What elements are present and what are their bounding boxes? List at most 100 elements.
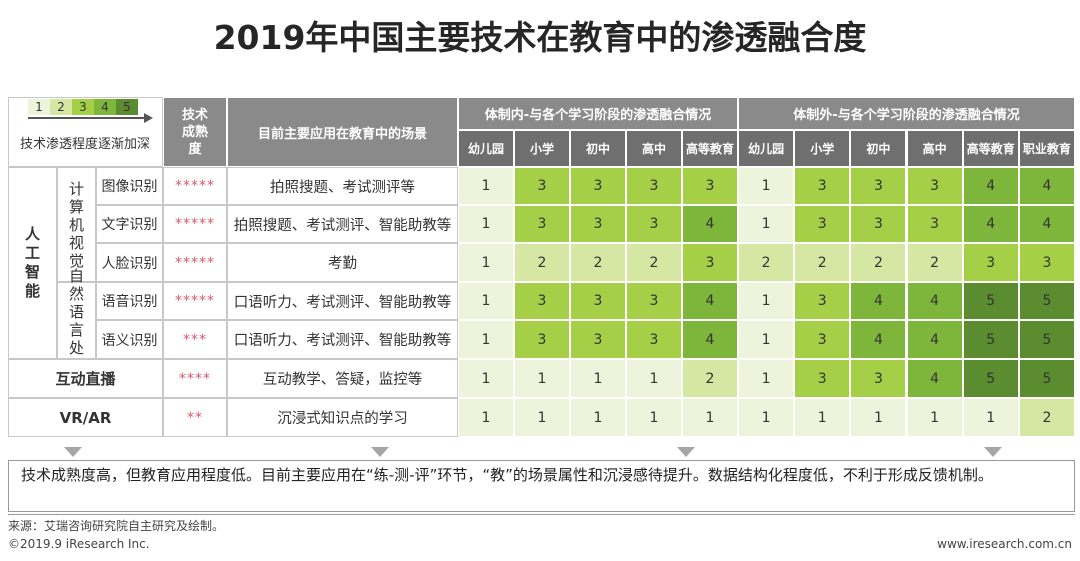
level-cell: 2: [682, 359, 738, 398]
legend-level: 1: [28, 99, 50, 115]
level-cell: 1: [458, 167, 514, 205]
level-cell: 3: [794, 359, 851, 398]
level-cell: 3: [794, 320, 851, 359]
level-cell: 2: [906, 243, 963, 282]
maturity: ***: [163, 320, 227, 359]
source: 来源：艾瑞咨询研究院自主研究及绘制。: [8, 514, 1075, 534]
scene: 口语听力、考试测评、智能助教等: [227, 282, 458, 320]
maturity: *****: [163, 282, 227, 320]
level-cell: 4: [682, 320, 738, 359]
level-cell: 1: [458, 205, 514, 243]
level-cell: 1: [738, 167, 795, 205]
row-name: 互动直播: [8, 359, 163, 398]
legend-label: 技术渗透程度逐渐加深: [20, 136, 151, 152]
level-cell: 4: [962, 167, 1019, 205]
level-cell: 5: [962, 282, 1019, 320]
level-cell: 1: [962, 398, 1019, 437]
level-cell: 3: [514, 167, 570, 205]
level-cell: 5: [962, 359, 1019, 398]
level-cell: 4: [850, 282, 907, 320]
stage-header: 高等教育: [682, 130, 738, 167]
level-cell: 1: [682, 398, 738, 437]
stage-header: 职业教育: [1018, 130, 1075, 167]
level-cell: 1: [738, 205, 795, 243]
pointer: [64, 447, 82, 457]
maturity: *****: [163, 243, 227, 282]
level-cell: 3: [850, 205, 907, 243]
level-cell: 3: [626, 320, 682, 359]
level-cell: 4: [1018, 167, 1075, 205]
level-cell: 1: [458, 243, 514, 282]
stage-header: 幼儿园: [738, 130, 795, 167]
level-cell: 4: [850, 320, 907, 359]
level-cell: 2: [850, 243, 907, 282]
stage-header: 高等教育: [962, 130, 1019, 167]
stage-header: 小学: [514, 130, 570, 167]
subgroup-name: 计算机视觉: [57, 167, 96, 282]
level-cell: 3: [514, 282, 570, 320]
level-cell: 4: [906, 282, 963, 320]
level-cell: 3: [626, 282, 682, 320]
stage-header: 初中: [570, 130, 626, 167]
level-cell: 3: [962, 243, 1019, 282]
row-name: 语义识别: [96, 320, 163, 359]
header-maturity: 技术成熟度: [163, 97, 227, 167]
pointer: [677, 447, 695, 457]
level-cell: 4: [682, 205, 738, 243]
legend-arrow: [28, 117, 146, 119]
subgroup-name: 自然语言处理: [57, 267, 96, 375]
level-cell: 1: [906, 398, 963, 437]
legend-level: 2: [50, 99, 72, 115]
level-cell: 4: [906, 320, 963, 359]
level-cell: 2: [794, 243, 851, 282]
legend-level: 4: [94, 99, 116, 115]
level-cell: 1: [738, 282, 795, 320]
level-cell: 3: [570, 167, 626, 205]
level-cell: 3: [570, 320, 626, 359]
row-name: 文字识别: [96, 205, 163, 243]
copyright: ©2019.9 iResearch Inc.: [8, 537, 150, 551]
scene: 拍照搜题、考试测评、智能助教等: [227, 205, 458, 243]
level-cell: 1: [458, 282, 514, 320]
level-cell: 3: [906, 167, 963, 205]
row-name: 人脸识别: [96, 243, 163, 282]
legend-level: 3: [72, 99, 94, 115]
level-cell: 3: [626, 167, 682, 205]
row-name: 语音识别: [96, 282, 163, 320]
level-cell: 1: [850, 398, 907, 437]
level-cell: 1: [626, 359, 682, 398]
level-cell: 2: [514, 243, 570, 282]
maturity: ****: [163, 359, 227, 398]
level-cell: 3: [794, 205, 851, 243]
level-cell: 3: [570, 282, 626, 320]
scene: 口语听力、考试测评、智能助教等: [227, 320, 458, 359]
level-cell: 1: [514, 359, 570, 398]
level-cell: 1: [458, 398, 514, 437]
maturity: **: [163, 398, 227, 437]
level-cell: 2: [626, 243, 682, 282]
summary: 技术成熟度高，但教育应用程度低。目前主要应用在“练-测-评”环节，“教”的场景属…: [8, 460, 1075, 512]
level-cell: 1: [570, 398, 626, 437]
level-cell: 3: [794, 282, 851, 320]
stage-header: 初中: [850, 130, 907, 167]
row-name: VR/AR: [8, 398, 163, 437]
level-cell: 1: [514, 398, 570, 437]
title: 2019年中国主要技术在教育中的渗透融合度: [213, 18, 867, 57]
maturity: *****: [163, 167, 227, 205]
level-cell: 3: [850, 359, 907, 398]
legend-box: [8, 97, 163, 167]
level-cell: 3: [514, 320, 570, 359]
level-cell: 1: [738, 320, 795, 359]
scene: 沉浸式知识点的学习: [227, 398, 458, 437]
level-cell: 5: [962, 320, 1019, 359]
stage-header: 幼儿园: [458, 130, 514, 167]
level-cell: 3: [850, 167, 907, 205]
level-cell: 1: [570, 359, 626, 398]
level-cell: 3: [682, 167, 738, 205]
level-cell: 1: [626, 398, 682, 437]
level-cell: 3: [570, 205, 626, 243]
level-cell: 2: [570, 243, 626, 282]
level-cell: 5: [1018, 282, 1075, 320]
level-cell: 1: [458, 320, 514, 359]
